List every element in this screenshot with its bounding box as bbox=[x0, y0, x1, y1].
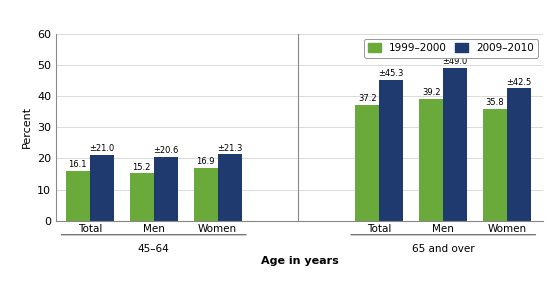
Text: 39.2: 39.2 bbox=[422, 88, 440, 97]
Bar bbox=[355, 105, 379, 221]
Bar bbox=[194, 168, 218, 221]
Bar bbox=[66, 171, 90, 221]
Text: 45–64: 45–64 bbox=[138, 244, 170, 254]
Bar bbox=[218, 155, 242, 221]
Text: 15.2: 15.2 bbox=[133, 162, 151, 171]
Bar bbox=[483, 109, 507, 221]
Text: 65 and over: 65 and over bbox=[412, 244, 474, 254]
Text: 35.8: 35.8 bbox=[486, 98, 505, 108]
Text: ±21.0: ±21.0 bbox=[89, 145, 114, 153]
Text: ±45.3: ±45.3 bbox=[379, 69, 404, 78]
Text: ±42.5: ±42.5 bbox=[506, 78, 532, 87]
X-axis label: Age in years: Age in years bbox=[261, 256, 338, 266]
Bar bbox=[443, 68, 467, 221]
Bar bbox=[507, 88, 531, 221]
Bar bbox=[130, 173, 154, 221]
Text: 16.1: 16.1 bbox=[68, 160, 87, 169]
Text: ±49.0: ±49.0 bbox=[442, 57, 468, 66]
Text: ±20.6: ±20.6 bbox=[153, 146, 179, 155]
Bar bbox=[419, 99, 443, 221]
Y-axis label: Percent: Percent bbox=[21, 106, 31, 148]
Legend: 1999–2000, 2009–2010: 1999–2000, 2009–2010 bbox=[364, 39, 538, 57]
Bar bbox=[90, 155, 114, 221]
Bar bbox=[154, 156, 178, 221]
Text: 16.9: 16.9 bbox=[197, 157, 215, 166]
Text: 37.2: 37.2 bbox=[358, 94, 376, 103]
Bar bbox=[379, 80, 403, 221]
Text: ±21.3: ±21.3 bbox=[217, 143, 242, 153]
